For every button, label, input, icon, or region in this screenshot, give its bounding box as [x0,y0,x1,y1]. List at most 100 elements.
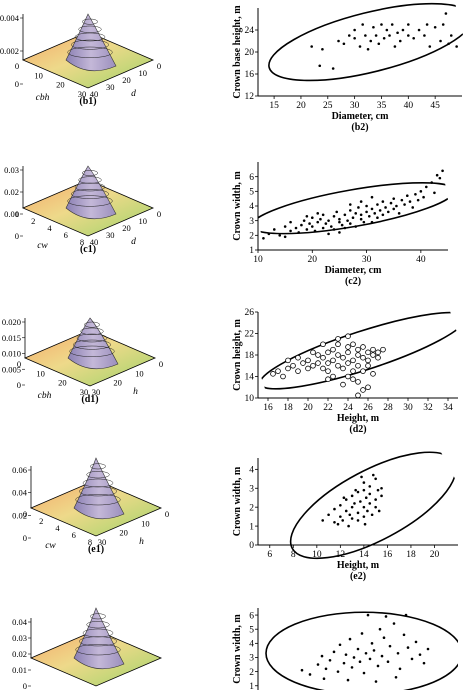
confidence-ellipse [259,311,467,390]
scatter-point [272,228,276,231]
y-tick-label: 3 [249,484,254,494]
scatter-point [305,228,309,231]
contour-line [82,478,114,488]
y-tick-label: 12 [245,92,255,102]
scatter-point [390,23,394,26]
y-axis-name: d [131,89,136,99]
scatter-point [357,206,360,209]
x-tick-label: 2 [39,516,43,526]
x-tick-label: 18 [406,550,416,560]
x-tick-label: 20 [56,80,65,90]
scatter-point [342,661,346,665]
z-tick-label: 0.02 [12,510,27,520]
scatter-point [320,341,326,348]
x-tick-label: 30 [362,255,372,265]
scatter-point [406,646,410,649]
scatter-point [335,210,339,214]
scatter-points [310,12,458,70]
scatter-point [394,675,398,679]
y-axis-label: Crown height, m [232,318,243,390]
contour-line [78,25,102,33]
scatter-point [297,231,301,234]
scatter-point [295,354,301,361]
scatter-point [366,509,369,513]
scatter-point [370,346,376,353]
y-tick-label: 16 [245,70,255,80]
scatter-point [364,651,368,655]
scatter-point [359,200,363,203]
scatter-point [365,210,368,214]
scatter-point [360,344,366,350]
x-tick-label: 10 [34,70,43,80]
scatter-point [398,39,402,43]
z-tick-label: 0.04 [12,488,28,498]
scatter-point [316,663,320,666]
z-tick-label: 0.015 [2,333,21,343]
scatter-point [321,519,325,522]
scatter-point [430,181,434,184]
y-tick-label: 26 [245,308,255,318]
scatter-point [355,379,361,385]
scatter-point [424,185,428,189]
y-axis-name: h [133,387,138,397]
scatter-point [423,34,426,37]
scatter-point [327,219,330,222]
scatter-point [368,485,372,488]
scatter-point [320,354,326,361]
scatter-point [321,213,325,217]
scatter-point [348,209,352,212]
x-tick-label: 25 [323,101,333,111]
scatter-point [412,36,415,40]
x-axis-name: cbh [38,391,52,401]
scatter-point [333,521,336,524]
scatter-point [441,23,445,26]
scatter-point [362,481,366,484]
scatter-point [410,657,414,661]
scatter-point [352,656,356,659]
y-tick-label: 20 [245,48,255,58]
scatter-point [305,214,309,218]
scatter-point [336,522,340,526]
scatter-point [366,47,370,51]
scatter-point [327,513,330,517]
scatter-point [362,505,366,509]
scatter-point [370,195,374,199]
x-tick-label: 30 [403,403,413,413]
scatter-point [262,236,265,240]
scatter-point [315,360,321,366]
z-tick-label: 0 [15,79,19,89]
scatter-point [435,173,439,177]
panel-label: (d1) [81,394,98,405]
scatter-point [374,498,377,501]
scatter-point [438,176,442,180]
y-tick-label: 30 [106,230,115,240]
z-tick-label: 0.03 [12,633,27,643]
scatter-point [316,220,320,224]
y-tick-label: 5 [249,625,254,635]
z-tick-label: 0 [15,231,19,241]
y-tick-label: 4 [249,640,254,650]
x-tick-label: 35 [377,101,387,111]
y-tick-label: 4 [249,466,254,476]
scatter-point [360,632,364,635]
contour-line [67,195,113,207]
scatter-point [290,362,296,369]
x-tick-label: 20 [296,101,306,111]
contour-line [67,46,113,58]
scatter-point [316,212,320,215]
scatter-point [363,522,367,526]
scatter-point [362,671,366,675]
y-tick-label: 0 [157,61,161,71]
x-tick-label: 4 [47,223,52,233]
scatter-point [335,352,341,358]
z-tick-label: 0.020 [2,317,21,327]
scatter-point [398,667,402,671]
z-tick-label: 0.06 [12,465,27,475]
y-tick-label: 24 [245,26,255,36]
scatter-point [384,206,387,209]
z-tick-label: 0.04 [12,617,28,627]
